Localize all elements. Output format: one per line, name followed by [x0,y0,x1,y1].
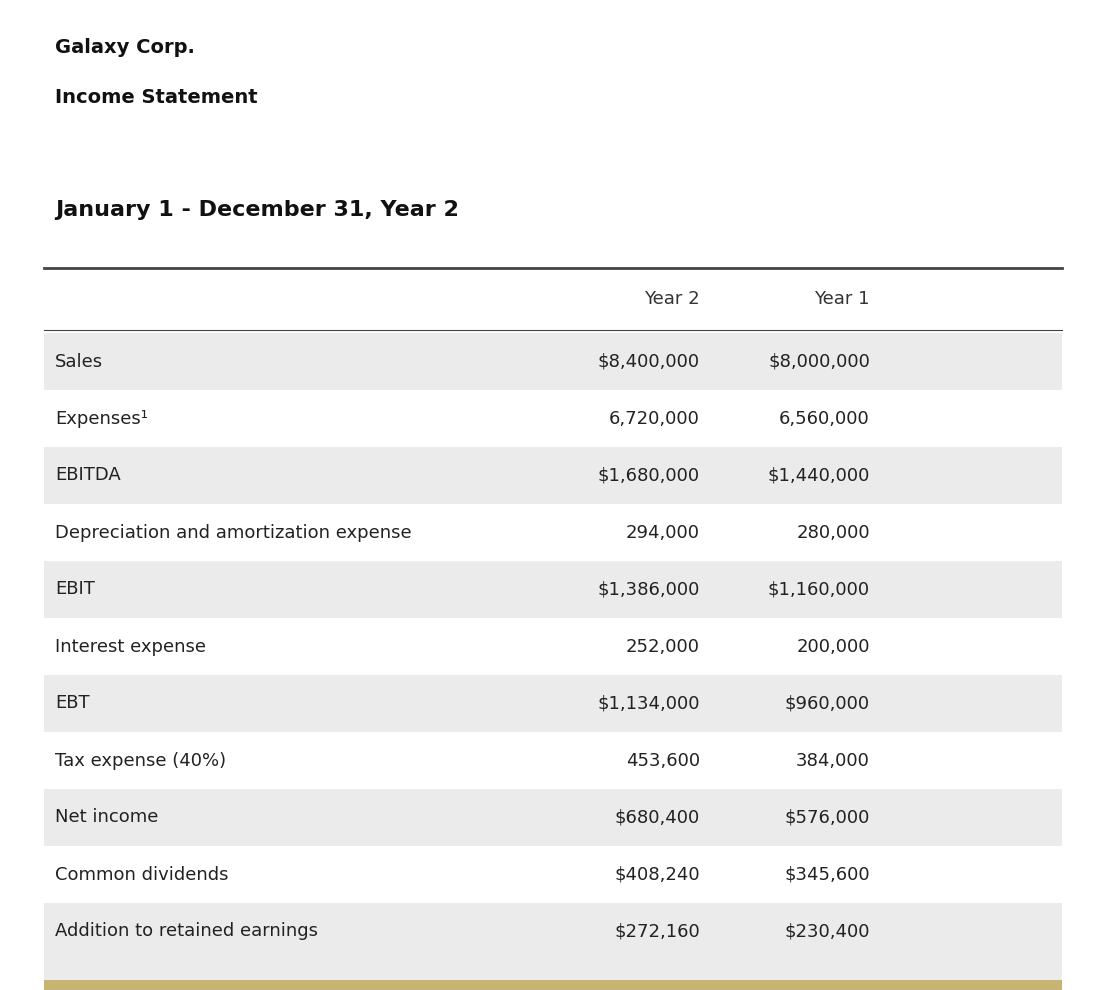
Text: Sales: Sales [55,352,103,370]
Text: 6,720,000: 6,720,000 [609,410,700,428]
Bar [44,675,1062,732]
Bar [44,561,1062,618]
Text: Year 1: Year 1 [814,290,870,308]
Text: Tax expense (40%): Tax expense (40%) [55,751,226,769]
Text: $960,000: $960,000 [785,695,870,713]
Text: $272,160: $272,160 [614,923,700,940]
Text: Depreciation and amortization expense: Depreciation and amortization expense [55,524,411,542]
Bar [44,980,1062,990]
Text: 384,000: 384,000 [796,751,870,769]
Text: Income Statement: Income Statement [55,88,258,107]
Bar [44,846,1062,903]
Text: Interest expense: Interest expense [55,638,206,655]
Text: $680,400: $680,400 [615,809,700,827]
Text: $1,680,000: $1,680,000 [598,466,700,484]
Text: ¹Excludes depreciation and amortization: ¹Excludes depreciation and amortization [55,979,392,990]
Text: 6,560,000: 6,560,000 [780,410,870,428]
Text: Net income: Net income [55,809,158,827]
Text: EBIT: EBIT [55,580,95,599]
Text: $1,440,000: $1,440,000 [768,466,870,484]
Text: $576,000: $576,000 [784,809,870,827]
Text: January 1 - December 31, Year 2: January 1 - December 31, Year 2 [55,200,459,220]
Bar [44,447,1062,504]
Text: $1,386,000: $1,386,000 [597,580,700,599]
Text: $1,134,000: $1,134,000 [597,695,700,713]
Text: $8,400,000: $8,400,000 [598,352,700,370]
Bar [44,903,1062,960]
Bar [44,732,1062,789]
Text: 252,000: 252,000 [626,638,700,655]
Text: $230,400: $230,400 [784,923,870,940]
Text: $8,000,000: $8,000,000 [769,352,870,370]
Text: EBITDA: EBITDA [55,466,121,484]
Bar [44,504,1062,561]
Text: Common dividends: Common dividends [55,865,229,883]
Text: $408,240: $408,240 [614,865,700,883]
Bar [44,390,1062,447]
Text: 453,600: 453,600 [626,751,700,769]
Bar [44,333,1062,390]
Text: 200,000: 200,000 [796,638,870,655]
Text: Year 2: Year 2 [645,290,700,308]
Bar [44,789,1062,846]
Bar [44,960,1062,990]
Text: $1,160,000: $1,160,000 [768,580,870,599]
Text: Expenses¹: Expenses¹ [55,410,148,428]
Bar [44,618,1062,675]
Text: Addition to retained earnings: Addition to retained earnings [55,923,319,940]
Text: EBT: EBT [55,695,90,713]
Text: $345,600: $345,600 [784,865,870,883]
Text: Galaxy Corp.: Galaxy Corp. [55,38,195,57]
Text: 294,000: 294,000 [626,524,700,542]
Text: 280,000: 280,000 [796,524,870,542]
